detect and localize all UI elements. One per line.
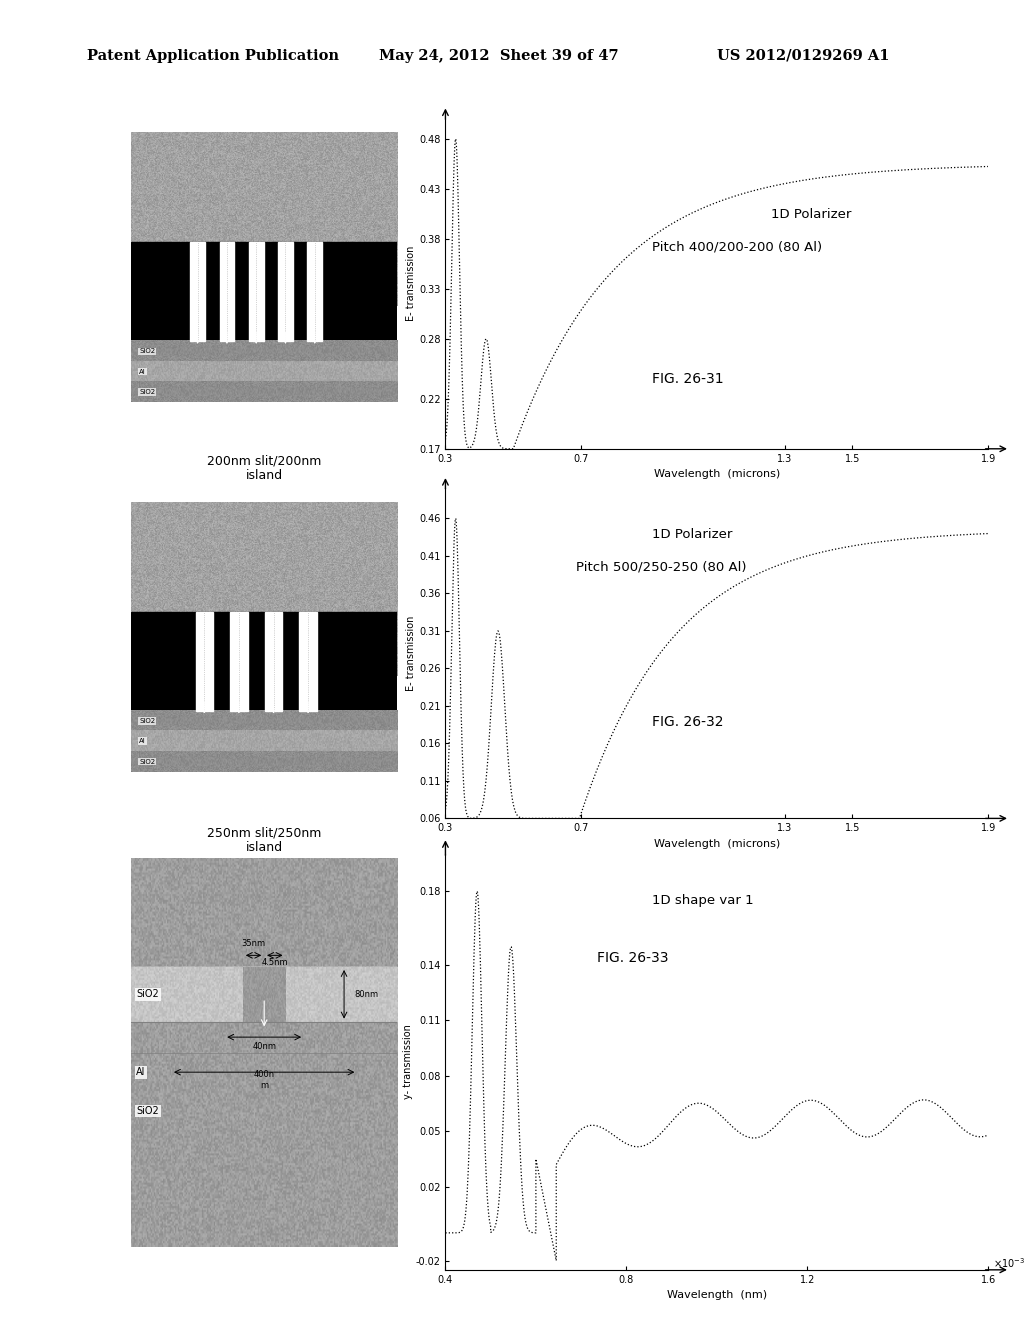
Text: May 24, 2012  Sheet 39 of 47: May 24, 2012 Sheet 39 of 47 [379, 49, 618, 63]
Y-axis label: E- transmission: E- transmission [407, 246, 416, 322]
Text: 250nm slit/250nm
island: 250nm slit/250nm island [207, 826, 322, 854]
Text: 1D Polarizer: 1D Polarizer [771, 207, 851, 220]
Bar [279, 243, 293, 341]
Y-axis label: E- transmission: E- transmission [407, 615, 417, 692]
Text: SiO2: SiO2 [139, 389, 156, 395]
Bar [131, 612, 397, 710]
X-axis label: Wavelength  (microns): Wavelength (microns) [653, 838, 780, 849]
Text: 200nm slit/200nm
island: 200nm slit/200nm island [207, 454, 322, 482]
Text: 40nm: 40nm [252, 1041, 276, 1051]
Text: FIG. 26-33: FIG. 26-33 [597, 952, 669, 965]
Text: 400n
m: 400n m [254, 1071, 274, 1090]
Bar [230, 612, 248, 710]
Bar [307, 243, 323, 341]
Text: 1D shape var 1: 1D shape var 1 [651, 894, 754, 907]
Text: SiO2: SiO2 [139, 759, 156, 764]
Text: Al: Al [139, 738, 145, 744]
Bar [219, 243, 234, 341]
Y-axis label: y- transmission: y- transmission [402, 1024, 413, 1100]
Text: 1D Polarizer: 1D Polarizer [651, 528, 732, 541]
Text: FIG. 26-32: FIG. 26-32 [651, 715, 723, 729]
Text: 35nm: 35nm [242, 939, 265, 948]
Bar [265, 612, 283, 710]
Bar [131, 243, 397, 341]
Text: Patent Application Publication: Patent Application Publication [87, 49, 339, 63]
Text: SiO2: SiO2 [139, 718, 156, 723]
Bar [299, 612, 316, 710]
Text: Al: Al [136, 1067, 145, 1077]
X-axis label: Wavelength  (microns): Wavelength (microns) [653, 469, 780, 479]
Text: FIG. 26-31: FIG. 26-31 [651, 372, 723, 385]
Text: 80nm: 80nm [354, 990, 379, 999]
Bar [196, 612, 213, 710]
Text: SiO2: SiO2 [136, 1106, 159, 1117]
Text: US 2012/0129269 A1: US 2012/0129269 A1 [717, 49, 889, 63]
Text: $\times10^{-3}$: $\times10^{-3}$ [992, 1257, 1024, 1270]
Text: SiO2: SiO2 [136, 989, 159, 999]
X-axis label: Wavelength  (nm): Wavelength (nm) [667, 1290, 767, 1300]
Bar [190, 243, 205, 341]
Text: 4.5nm: 4.5nm [261, 958, 288, 968]
Bar [249, 243, 263, 341]
Text: Pitch 500/250-250 (80 Al): Pitch 500/250-250 (80 Al) [575, 561, 746, 574]
Text: Pitch 400/200-200 (80 Al): Pitch 400/200-200 (80 Al) [651, 240, 822, 253]
Text: SiO2: SiO2 [139, 348, 156, 354]
Text: Al: Al [139, 368, 145, 375]
